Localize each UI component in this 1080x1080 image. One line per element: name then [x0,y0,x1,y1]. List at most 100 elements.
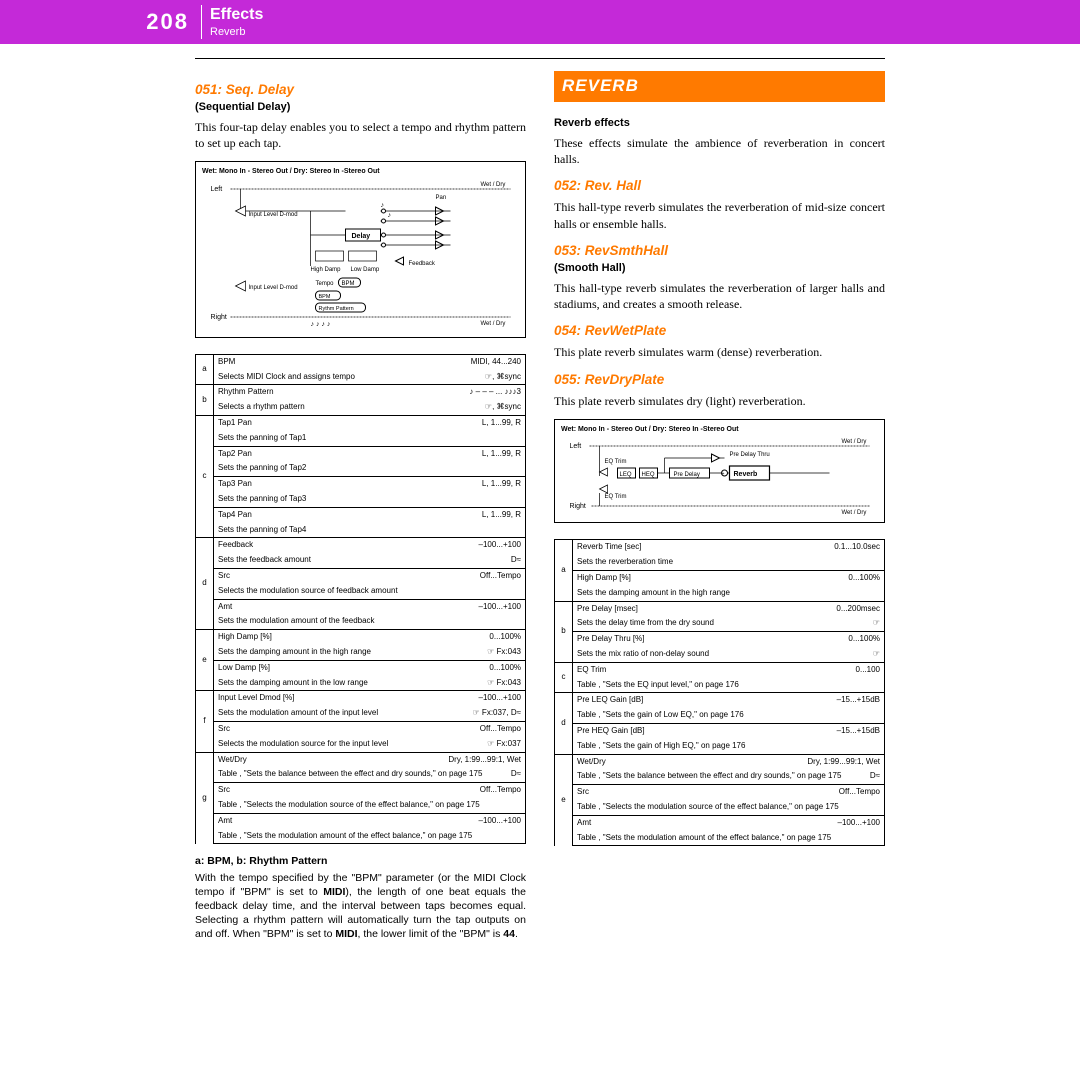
param-name: Tap4 PanL, 1...99, R [214,507,526,522]
row-index: e [196,630,214,691]
table-row: High Damp [%]0...100% [555,570,885,585]
header-subtitle: Reverb [210,25,263,40]
row-index: a [196,354,214,385]
svg-text:Input Level D-mod: Input Level D-mod [249,285,298,291]
table-row: Low Damp [%]0...100% [196,660,526,675]
svg-text:BPM: BPM [319,294,331,300]
svg-text:EQ Trim: EQ Trim [605,494,627,500]
table-row: Amt–100...+100 [196,813,526,828]
note-051-head: a: BPM, b: Rhythm Pattern [195,854,526,868]
param-name: SrcOff...Tempo [214,783,526,798]
table-row: SrcOff...Tempo [196,721,526,736]
table-row-desc: Table , "Sets the balance between the ef… [555,769,885,784]
table-row: Pre HEQ Gain [dB]–15...+15dB [555,723,885,738]
param-desc: Table , "Sets the gain of High EQ," on p… [573,739,885,754]
table-row-desc: Table , "Selects the modulation source o… [196,798,526,813]
param-desc: Sets the panning of Tap3 [214,492,526,507]
header-divider [201,5,202,39]
table-row-desc: Table , "Sets the modulation amount of t… [196,829,526,844]
param-desc: Table , "Selects the modulation source o… [573,800,885,815]
table-row: gWet/DryDry, 1:99...99:1, Wet [196,752,526,767]
param-desc: Table , "Sets the gain of Low EQ," on pa… [573,708,885,723]
param-desc: Sets the damping amount in the high rang… [573,586,885,601]
svg-text:Delay: Delay [352,233,371,240]
table-row-desc: Table , "Sets the EQ input level," on pa… [555,678,885,693]
table-row: Tap4 PanL, 1...99, R [196,507,526,522]
table-row-desc: Selects the modulation source of feedbac… [196,584,526,599]
table-row: Tap3 PanL, 1...99, R [196,477,526,492]
row-index: g [196,752,214,844]
note-051-body: With the tempo specified by the "BPM" pa… [195,871,526,942]
param-desc: Sets the delay time from the dry sound☞ [573,616,885,631]
svg-text:♪ ♪ ♪ ♪: ♪ ♪ ♪ ♪ [311,321,331,328]
table-row-desc: Selects a rhythm pattern☞, ⌘sync [196,400,526,415]
param-table-051: aBPMMIDI, 44...240Selects MIDI Clock and… [195,354,526,845]
table-row-desc: Sets the modulation amount of the feedba… [196,614,526,629]
row-index: e [555,754,573,846]
param-desc: Selects the modulation source for the in… [214,737,526,752]
param-desc: Table , "Sets the modulation amount of t… [214,829,526,844]
param-desc: Sets the panning of Tap2 [214,461,526,476]
right-column: REVERB Reverb effects These effects simu… [554,71,885,941]
param-desc: Sets the damping amount in the high rang… [214,645,526,660]
param-desc: Sets the modulation amount of the input … [214,706,526,721]
row-index: b [196,385,214,416]
svg-text:Low Damp: Low Damp [351,267,380,273]
svg-text:Wet / Dry: Wet / Dry [842,439,867,445]
svg-text:High Damp: High Damp [311,267,342,273]
param-desc: Sets the panning of Tap1 [214,431,526,446]
effect-052-body: This hall-type reverb simulates the reve… [554,199,885,231]
param-name: Tap1 PanL, 1...99, R [214,416,526,431]
param-name: High Damp [%]0...100% [214,630,526,645]
table-row: eWet/DryDry, 1:99...99:1, Wet [555,754,885,769]
param-name: SrcOff...Tempo [214,568,526,583]
table-row-desc: Sets the panning of Tap4 [196,523,526,538]
svg-text:Input Level D-mod: Input Level D-mod [249,212,298,218]
reverb-effects-body: These effects simulate the ambience of r… [554,135,885,167]
param-name: Low Damp [%]0...100% [214,660,526,675]
param-desc: Sets the damping amount in the low range… [214,676,526,691]
table-row: cEQ Trim0...100 [555,662,885,677]
diagram-top-label: Wet: Mono In - Stereo Out / Dry: Stereo … [202,168,519,176]
row-index: d [196,538,214,630]
table-row-desc: Sets the damping amount in the high rang… [196,645,526,660]
table-row: cTap1 PanL, 1...99, R [196,416,526,431]
svg-text:Reverb: Reverb [734,471,758,478]
page-number: 208 [0,7,195,37]
param-name: Wet/DryDry, 1:99...99:1, Wet [214,752,526,767]
table-row: dFeedback–100...+100 [196,538,526,553]
param-name: Tap2 PanL, 1...99, R [214,446,526,461]
effect-051-intro: This four-tap delay enables you to selec… [195,119,526,151]
effect-051-subtitle: (Sequential Delay) [195,100,526,115]
reverb-banner: REVERB [554,71,885,102]
table-row-desc: Sets the modulation amount of the input … [196,706,526,721]
param-desc: Selects a rhythm pattern☞, ⌘sync [214,400,526,415]
table-row: SrcOff...Tempo [196,783,526,798]
effect-053-title: 053: RevSmthHall [554,242,885,260]
table-row-desc: Table , "Sets the modulation amount of t… [555,831,885,846]
param-name: Pre Delay [msec]0...200msec [573,601,885,616]
svg-text:BPM: BPM [342,281,355,287]
svg-text:+: + [722,471,725,477]
param-name: Reverb Time [sec]0.1...10.0sec [573,540,885,555]
row-index: b [555,601,573,662]
param-desc: Sets the mix ratio of non-delay sound☞ [573,647,885,662]
table-row: eHigh Damp [%]0...100% [196,630,526,645]
svg-text:Right: Right [570,503,586,510]
param-name: SrcOff...Tempo [573,785,885,800]
table-row-desc: Sets the damping amount in the low range… [196,676,526,691]
svg-text:Wet / Dry: Wet / Dry [842,510,867,516]
svg-text:♪: ♪ [381,202,385,209]
svg-text:Wet / Dry: Wet / Dry [481,182,506,188]
param-name: Pre HEQ Gain [dB]–15...+15dB [573,723,885,738]
svg-text:LEQ: LEQ [620,472,632,478]
row-index: a [555,540,573,601]
effect-053-body: This hall-type reverb simulates the reve… [554,280,885,312]
table-row: Amt–100...+100 [555,815,885,830]
table-row: bRhythm Pattern♪ – – – ... ♪♪♪3 [196,385,526,400]
row-index: d [555,693,573,754]
diagram-left-label: Left [211,186,223,193]
table-row-desc: Sets the mix ratio of non-delay sound☞ [555,647,885,662]
param-desc: Table , "Sets the balance between the ef… [214,767,526,782]
svg-text:Feedback: Feedback [409,261,436,267]
